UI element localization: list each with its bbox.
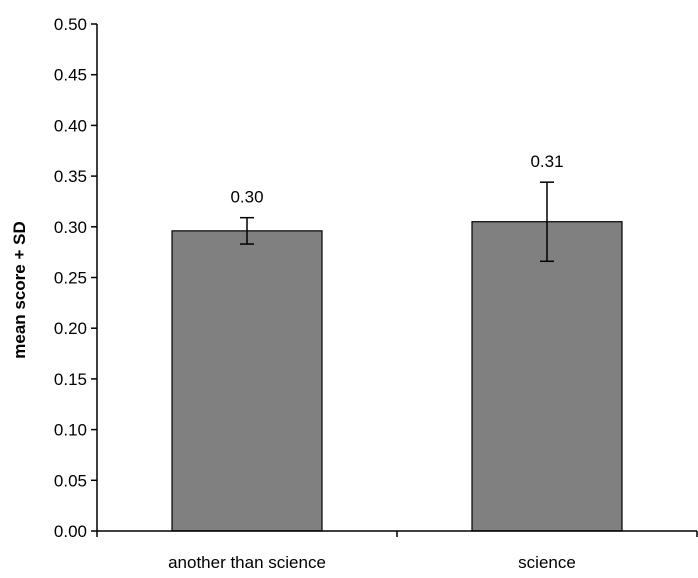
- y-axis-label: mean score + SD: [10, 221, 29, 359]
- error-bars-layer: [240, 181, 554, 263]
- y-tick-label: 0.20: [54, 319, 87, 338]
- x-category-label: another than science: [168, 553, 326, 572]
- y-tick-label: 0.15: [54, 370, 87, 389]
- y-tick-label: 0.50: [54, 15, 87, 34]
- bar: [471, 221, 623, 532]
- bar: [171, 230, 323, 532]
- y-tick-label: 0.25: [54, 269, 87, 288]
- axes-layer: [91, 23, 698, 537]
- y-tick-label: 0.10: [54, 421, 87, 440]
- y-tick-label: 0.30: [54, 218, 87, 237]
- labels-layer: 0.00 0.05 0.10 0.15 0.20 0.25 0.30 0.35 0.40 0.45…: [54, 15, 576, 572]
- y-tick-label: 0.40: [54, 116, 87, 135]
- y-tick-label: 0.45: [54, 66, 87, 85]
- x-category-label: science: [518, 553, 576, 572]
- bars-layer: [171, 221, 623, 532]
- data-label: 0.31: [530, 152, 563, 171]
- data-label: 0.30: [230, 188, 263, 207]
- y-tick-label: 0.35: [54, 167, 87, 186]
- y-tick-label: 0.00: [54, 522, 87, 541]
- y-tick-label: 0.05: [54, 471, 87, 490]
